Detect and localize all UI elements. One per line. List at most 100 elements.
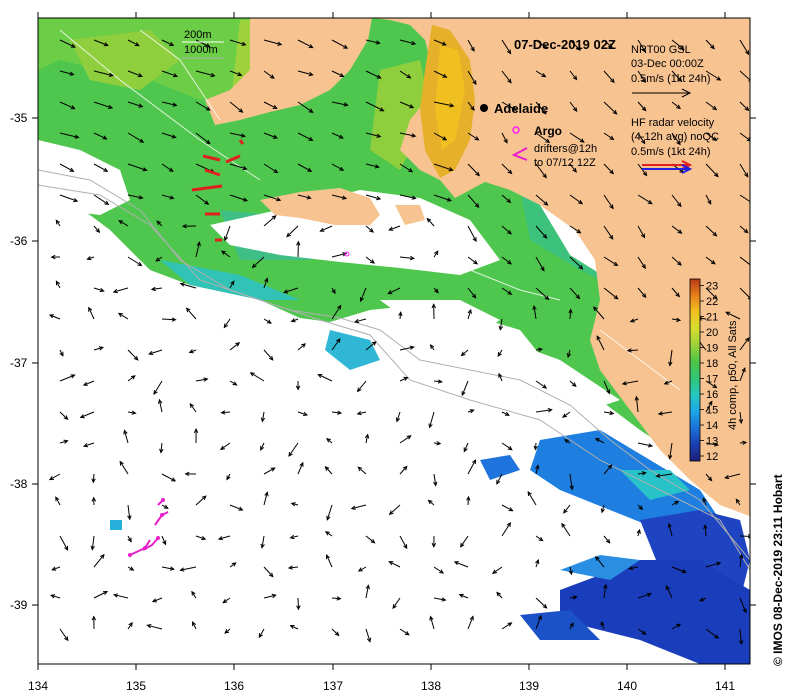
velocity-arrow xyxy=(358,566,367,572)
lon-tick-label: 139 xyxy=(519,679,539,693)
velocity-arrow xyxy=(739,101,749,111)
velocity-arrow xyxy=(739,163,749,177)
velocity-arrow xyxy=(399,435,411,444)
velocity-arrow xyxy=(535,132,550,143)
velocity-arrow xyxy=(263,101,277,109)
velocity-arrow xyxy=(705,225,717,237)
velocity-arrow xyxy=(355,318,367,323)
velocity-arrow-head xyxy=(64,545,69,551)
velocity-arrow-head xyxy=(341,195,348,200)
velocity-arrow-head xyxy=(70,105,76,110)
colorbar-gradient xyxy=(689,278,701,462)
velocity-arrow-head xyxy=(220,410,226,415)
velocity-arrow-head xyxy=(260,445,265,451)
velocity-arrow-head xyxy=(507,78,512,84)
velocity-arrow-head xyxy=(594,437,600,442)
velocity-arrow-head xyxy=(271,593,277,599)
velocity-arrow-head xyxy=(138,103,144,108)
velocity-arrow-head xyxy=(437,379,443,384)
velocity-arrow xyxy=(325,466,333,475)
velocity-arrow-head xyxy=(572,595,578,600)
velocity-arrow xyxy=(569,39,581,51)
velocity-arrow-head xyxy=(63,439,69,444)
velocity-arrow-head xyxy=(433,481,438,487)
velocity-arrow xyxy=(739,554,743,568)
velocity-arrow xyxy=(426,218,435,227)
velocity-arrow-head xyxy=(406,435,412,440)
velocity-arrow-head xyxy=(119,460,124,466)
velocity-arrow xyxy=(326,554,333,568)
velocity-arrow-head xyxy=(242,165,248,171)
lon-tick-label: 140 xyxy=(617,679,637,693)
velocity-arrow xyxy=(192,621,197,630)
velocity-arrow xyxy=(467,194,480,208)
velocity-arrow-head xyxy=(169,566,175,571)
velocity-arrow xyxy=(55,281,61,289)
lon-tick-label: 136 xyxy=(224,679,244,693)
velocity-arrow xyxy=(499,318,503,330)
velocity-arrow xyxy=(467,39,475,52)
velocity-arrow xyxy=(622,380,639,385)
velocity-arrow-head xyxy=(237,72,243,77)
velocity-arrow xyxy=(603,287,619,300)
velocity-arrow xyxy=(365,101,384,112)
velocity-arrow xyxy=(501,39,512,54)
velocity-arrow-head xyxy=(404,631,410,636)
velocity-arrow-head xyxy=(276,197,282,202)
velocity-arrow xyxy=(399,377,408,382)
velocity-arrow xyxy=(467,101,475,111)
velocity-arrow-head xyxy=(146,624,152,629)
velocity-arrow-head xyxy=(108,72,115,77)
velocity-arrow xyxy=(399,256,414,259)
velocity-arrow-head xyxy=(677,261,682,266)
velocity-arrow-head xyxy=(90,545,95,551)
velocity-arrow-head xyxy=(69,71,75,76)
velocity-arrow-head xyxy=(48,314,54,319)
velocity-arrow xyxy=(496,473,503,485)
velocity-arrow xyxy=(671,623,681,630)
velocity-arrow-head xyxy=(665,584,670,591)
velocity-arrow-head xyxy=(299,461,304,467)
velocity-arrow-head xyxy=(470,106,475,112)
velocity-arrow xyxy=(351,504,367,510)
velocity-arrow-head xyxy=(317,374,323,379)
velocity-arrow-head xyxy=(48,476,54,481)
velocity-arrow xyxy=(389,561,401,568)
velocity-arrow-head xyxy=(467,308,472,314)
velocity-arrow-head xyxy=(542,603,548,609)
velocity-arrow-head xyxy=(496,591,501,597)
velocity-arrow-head xyxy=(527,491,532,497)
velocity-arrow xyxy=(263,349,274,361)
velocity-arrow xyxy=(725,311,741,320)
velocity-arrow-head xyxy=(708,400,713,406)
velocity-arrow-head xyxy=(498,325,504,331)
depth-1000-label: 1000m xyxy=(184,44,218,56)
velocity-arrow xyxy=(365,225,374,233)
velocity-arrow xyxy=(261,411,265,422)
velocity-arrow-head xyxy=(714,172,719,178)
velocity-arrow-head xyxy=(99,287,105,293)
velocity-arrow-head xyxy=(572,167,577,173)
depth-200-label: 200m xyxy=(184,29,212,41)
velocity-arrow xyxy=(222,597,231,604)
velocity-arrow xyxy=(260,442,265,451)
velocity-arrow xyxy=(93,554,105,568)
velocity-arrow xyxy=(127,504,131,520)
velocity-arrow xyxy=(93,39,108,46)
velocity-arrow xyxy=(501,504,513,512)
velocity-arrow xyxy=(191,591,197,599)
velocity-arrow-head xyxy=(273,168,279,174)
velocity-arrow xyxy=(151,287,163,290)
velocity-arrow xyxy=(88,307,95,320)
velocity-arrow xyxy=(562,411,571,418)
velocity-arrow-head xyxy=(148,350,154,356)
velocity-arrow xyxy=(501,132,508,143)
land-mass xyxy=(205,18,750,517)
velocity-arrow-head xyxy=(86,256,92,261)
velocity-arrow-head xyxy=(429,615,434,621)
velocity-arrow xyxy=(561,523,571,537)
velocity-arrow-head xyxy=(463,447,468,453)
velocity-arrow xyxy=(705,101,717,111)
velocity-arrow-head xyxy=(469,615,474,621)
bathymetry-contours xyxy=(38,169,750,571)
